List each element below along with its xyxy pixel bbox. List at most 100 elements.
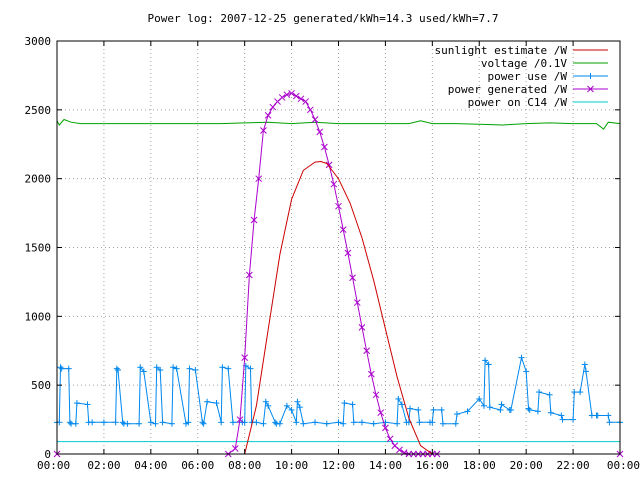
- data-point-power-generated-w: [339, 226, 347, 233]
- data-point-power-use-w: [262, 398, 269, 405]
- data-point-power-use-w: [147, 419, 154, 426]
- x-tick-label: 00:00: [607, 459, 640, 472]
- data-point-power-use-w: [200, 420, 207, 427]
- axis-ticks: 0 500 1000 1500 2000 2500 3000 00:00 02:00 04:00 0…: [25, 35, 640, 472]
- data-point-power-use-w: [153, 364, 160, 371]
- data-point-power-use-w: [335, 419, 342, 426]
- data-point-power-use-w: [571, 389, 578, 396]
- data-point-power-generated-w: [292, 92, 300, 100]
- x-tick-label: 16:00: [416, 459, 449, 472]
- data-point-power-generated-w: [372, 391, 380, 399]
- data-point-power-generated-w: [353, 299, 361, 306]
- data-point-power-use-w: [66, 419, 73, 426]
- data-point-power-use-w: [124, 420, 131, 427]
- data-point-power-use-w: [152, 420, 159, 427]
- data-point-power-use-w: [594, 412, 601, 419]
- legend-label: power use /W: [488, 70, 568, 83]
- data-point-power-use-w: [185, 419, 192, 426]
- data-point-power-use-w: [260, 420, 267, 427]
- data-point-power-generated-w: [236, 416, 244, 423]
- x-tick-label: 20:00: [510, 459, 543, 472]
- x-tick-label: 22:00: [557, 459, 590, 472]
- data-point-power-use-w: [395, 395, 402, 402]
- data-point-power-use-w: [430, 406, 437, 413]
- data-point-power-use-w: [536, 389, 543, 396]
- data-point-power-use-w: [100, 419, 107, 426]
- data-point-power-generated-w: [278, 94, 286, 101]
- legend-label: sunlight estimate /W: [435, 44, 568, 57]
- data-point-power-use-w: [173, 365, 180, 372]
- data-point-power-generated-w: [283, 91, 291, 99]
- data-point-power-generated-w: [367, 370, 375, 378]
- data-point-power-use-w: [486, 404, 493, 411]
- data-point-power-use-w: [58, 365, 65, 372]
- data-point-power-use-w: [498, 401, 505, 408]
- y-tick-label: 3000: [25, 35, 52, 48]
- data-point-power-generated-w: [316, 128, 324, 136]
- data-point-power-use-w: [497, 406, 504, 413]
- data-point-power-use-w: [558, 412, 565, 419]
- data-point-power-use-w: [605, 412, 612, 419]
- data-point-power-use-w: [137, 364, 144, 371]
- data-point-power-use-w: [253, 419, 260, 426]
- data-point-power-use-w: [534, 408, 541, 415]
- data-point-power-use-w: [229, 419, 236, 426]
- data-point-power-generated-w: [400, 449, 408, 456]
- data-point-power-use-w: [482, 357, 489, 364]
- chart-title: Power log: 2007-12-25 generated/kWh=14.3…: [148, 12, 499, 25]
- data-point-power-use-w: [341, 400, 348, 407]
- data-point-power-use-w: [559, 416, 566, 423]
- data-point-power-use-w: [159, 419, 166, 426]
- data-point-power-generated-w: [321, 143, 328, 151]
- data-point-power-use-w: [312, 419, 319, 426]
- data-point-power-use-w: [350, 419, 357, 426]
- data-point-power-generated-w: [306, 106, 314, 114]
- data-point-power-use-w: [349, 401, 356, 408]
- data-point-power-use-w: [186, 365, 193, 372]
- data-point-power-use-w: [247, 365, 254, 372]
- data-point-power-generated-w: [358, 323, 366, 331]
- data-point-power-use-w: [358, 419, 365, 426]
- legend-label: power on C14 /W: [468, 96, 568, 109]
- data-point-power-use-w: [192, 367, 199, 374]
- data-point-power-use-w: [523, 368, 530, 375]
- data-point-power-generated-w: [255, 175, 263, 183]
- data-point-power-use-w: [416, 419, 423, 426]
- data-point-power-use-w: [119, 419, 126, 426]
- data-point-power-use-w: [168, 420, 175, 427]
- data-point-power-use-w: [518, 354, 525, 361]
- data-point-power-generated-w: [363, 347, 371, 355]
- data-point-power-use-w: [407, 405, 414, 412]
- x-tick-label: 02:00: [87, 459, 120, 472]
- data-point-power-generated-w: [386, 435, 394, 443]
- data-point-power-use-w: [213, 400, 220, 407]
- data-point-power-use-w: [84, 401, 91, 408]
- data-point-power-use-w: [370, 420, 377, 427]
- data-point-power-use-w: [294, 398, 301, 405]
- data-point-power-generated-w: [325, 161, 333, 169]
- data-point-power-use-w: [272, 419, 279, 426]
- data-point-power-use-w: [225, 365, 232, 372]
- x-tick-label: 10:00: [275, 459, 308, 472]
- y-tick-label: 1500: [25, 242, 52, 255]
- data-point-power-use-w: [525, 405, 532, 412]
- data-point-power-use-w: [546, 391, 553, 398]
- data-point-power-use-w: [157, 367, 164, 374]
- data-point-power-use-w: [89, 419, 96, 426]
- series-area: [53, 89, 624, 458]
- data-point-power-use-w: [293, 419, 300, 426]
- x-tick-label: 18:00: [463, 459, 496, 472]
- data-point-power-generated-w: [335, 202, 342, 210]
- data-point-power-use-w: [296, 404, 303, 411]
- data-point-power-use-w: [72, 420, 79, 427]
- series-line-power-use-w: [57, 355, 620, 425]
- data-point-power-use-w: [218, 419, 225, 426]
- data-point-power-use-w: [140, 368, 147, 375]
- data-point-power-use-w: [199, 419, 206, 426]
- data-point-power-use-w: [300, 420, 307, 427]
- data-point-power-generated-w: [260, 127, 267, 134]
- x-tick-label: 06:00: [181, 459, 214, 472]
- data-point-power-generated-w: [250, 216, 258, 224]
- data-point-power-use-w: [136, 420, 143, 427]
